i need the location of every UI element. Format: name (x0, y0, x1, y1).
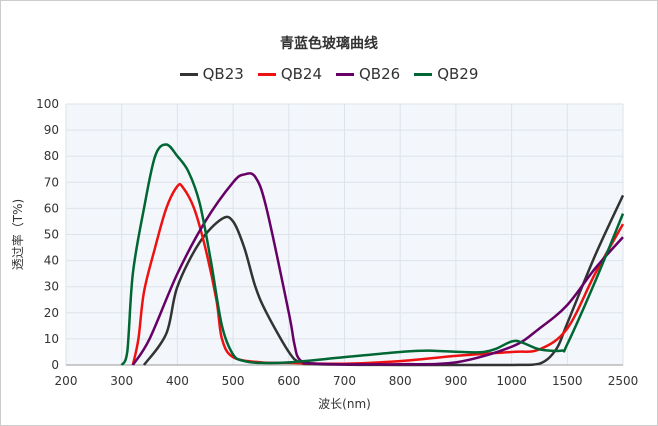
series-line-qb23 (142, 194, 625, 367)
series-line-qb26 (131, 172, 624, 366)
y-axis-label: 透过率（T%) (10, 199, 25, 270)
x-tick-label: 500 (222, 374, 245, 388)
y-tick-label: 40 (44, 254, 59, 268)
y-tick-label: 80 (44, 149, 59, 163)
legend-item-qb29[interactable]: QB29 (414, 65, 478, 83)
legend-swatch (414, 72, 433, 76)
x-tick-label: 200 (55, 374, 78, 388)
x-tick-label: 800 (389, 374, 412, 388)
legend-swatch (257, 72, 276, 76)
x-tick-label: 400 (166, 374, 189, 388)
y-tick-label: 60 (44, 201, 59, 215)
series-line-qb29 (120, 143, 625, 366)
y-tick-label: 30 (44, 280, 59, 294)
x-tick-label: 1500 (552, 374, 583, 388)
legend-label: QB23 (202, 65, 244, 83)
y-tick-label: 70 (44, 175, 59, 189)
chart-title: 青蓝色玻璃曲线 (280, 36, 378, 52)
legend: QB23 QB24 QB26 QB29 (1, 65, 657, 83)
legend-item-qb24[interactable]: QB24 (257, 65, 322, 83)
x-tick-label: 600 (277, 374, 300, 388)
x-tick-label: 1000 (496, 374, 527, 388)
x-tick-label: 700 (333, 374, 356, 388)
y-tick-label: 10 (44, 332, 59, 346)
legend-label: QB29 (437, 65, 479, 83)
legend-label: QB26 (359, 65, 401, 83)
x-tick-label: 900 (444, 374, 467, 388)
legend-swatch (179, 72, 198, 76)
y-tick-label: 20 (44, 306, 59, 320)
legend-item-qb23[interactable]: QB23 (179, 65, 244, 83)
series-line-qb24 (131, 182, 625, 366)
x-tick-label: 300 (110, 374, 133, 388)
legend-label: QB24 (280, 65, 322, 83)
x-axis-label: 波长(nm) (318, 397, 371, 411)
x-tick-label: 2500 (608, 374, 639, 388)
legend-swatch (336, 72, 354, 76)
y-tick-label: 50 (44, 228, 59, 242)
legend-item-qb26[interactable]: QB26 (336, 65, 400, 83)
y-tick-label: 0 (51, 358, 59, 372)
y-tick-label: 100 (36, 97, 59, 111)
y-tick-label: 90 (44, 123, 59, 137)
